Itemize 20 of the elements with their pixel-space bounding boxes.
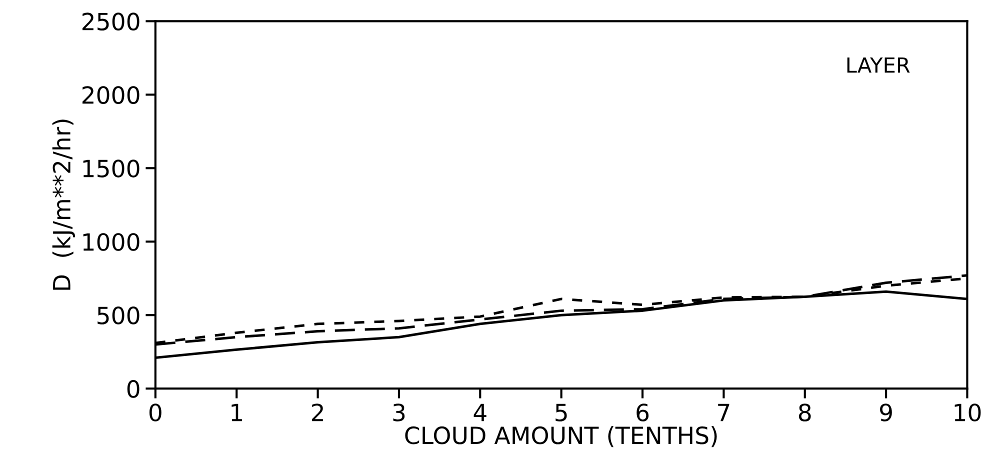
x-tick-label: 9 — [880, 404, 892, 422]
y-tick-label: 500 — [98, 306, 140, 324]
x-tick-label: 1 — [232, 404, 242, 422]
y-tick-label: 1000 — [83, 233, 140, 251]
y-tick-label: 1500 — [83, 160, 140, 178]
y-tick-label: 2000 — [82, 86, 140, 104]
y-axis-title: D (kJ/m**2/hr) — [52, 120, 76, 290]
x-tick-label: 5 — [556, 404, 567, 422]
x-axis-title: CLOUD AMOUNT (TENTHS) — [405, 426, 717, 448]
x-tick-label: 10 — [954, 404, 981, 422]
x-tick-label: 6 — [636, 404, 649, 422]
x-tick-label: 3 — [393, 404, 405, 422]
x-tick-label: 7 — [718, 404, 730, 422]
y-tick-label: 0 — [127, 380, 140, 398]
x-tick-label: 8 — [798, 404, 811, 422]
annotation: LAYER — [847, 57, 910, 73]
x-tick-label: 0 — [149, 404, 162, 422]
x-tick-label: 2 — [312, 404, 323, 422]
x-tick-label: 4 — [474, 404, 486, 422]
y-tick-label: 2500 — [82, 12, 140, 30]
